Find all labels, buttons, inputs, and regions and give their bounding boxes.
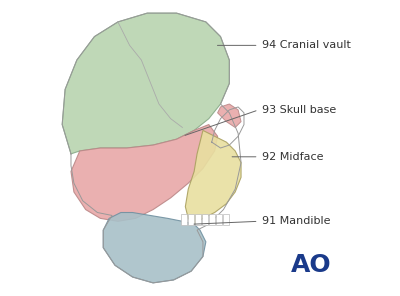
Polygon shape [185,131,241,224]
Text: 93 Skull base: 93 Skull base [262,105,336,115]
Polygon shape [71,125,218,221]
Bar [202,214,208,225]
Bar [209,214,215,225]
Bar [195,214,201,225]
Polygon shape [103,213,206,283]
Text: AO: AO [291,253,332,277]
Text: 92 Midface: 92 Midface [262,152,323,162]
Bar [181,214,187,225]
Text: 94 Cranial vault: 94 Cranial vault [262,40,350,50]
Bar [216,214,222,225]
Polygon shape [62,13,229,154]
Text: 91 Mandible: 91 Mandible [262,216,330,226]
Bar [224,214,229,225]
Polygon shape [218,104,241,128]
Bar [188,214,194,225]
